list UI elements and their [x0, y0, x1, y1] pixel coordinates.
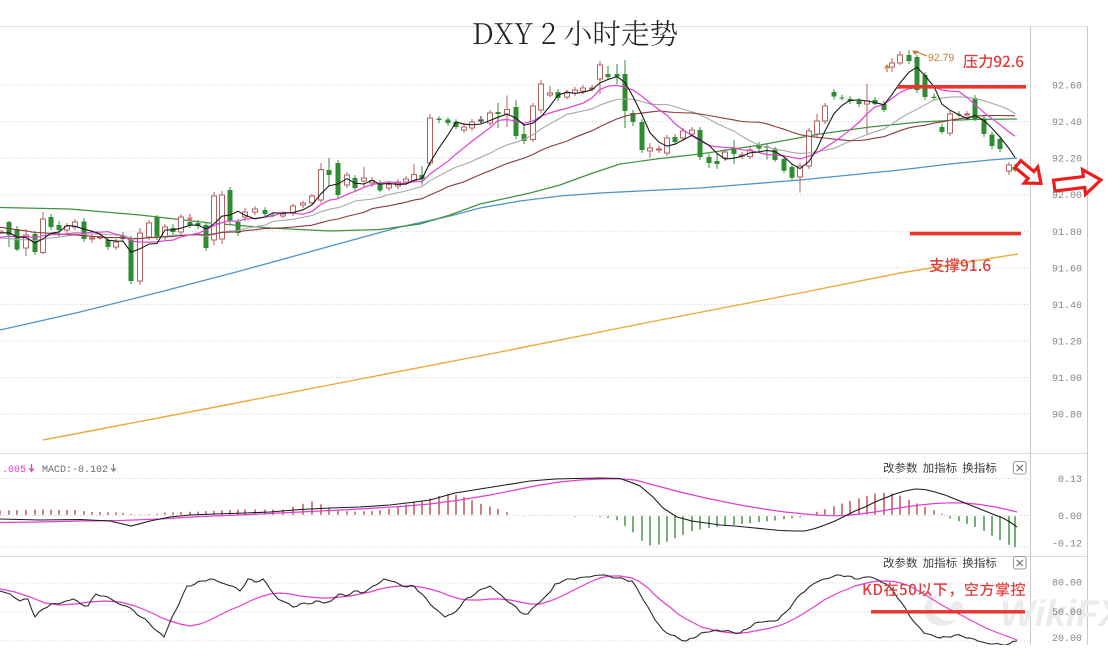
- svg-text:92.00: 92.00: [1052, 191, 1082, 202]
- svg-text:92.60: 92.60: [1052, 82, 1082, 93]
- svg-text:50.00: 50.00: [1052, 608, 1082, 619]
- svg-text:91.80: 91.80: [1052, 228, 1082, 239]
- svg-text:92.40: 92.40: [1052, 118, 1082, 129]
- svg-text:91.60: 91.60: [1052, 264, 1082, 275]
- svg-text:0.00: 0.00: [1058, 512, 1082, 523]
- svg-text:-0.12: -0.12: [1052, 540, 1082, 551]
- svg-text:0.13: 0.13: [1058, 475, 1082, 486]
- svg-text:92.20: 92.20: [1052, 155, 1082, 166]
- svg-text:.005: .005: [2, 465, 26, 476]
- svg-text:90.80: 90.80: [1052, 411, 1082, 422]
- svg-text:80.00: 80.00: [1052, 579, 1082, 590]
- svg-text:20.00: 20.00: [1052, 634, 1082, 645]
- svg-text:91.40: 91.40: [1052, 301, 1082, 312]
- svg-text:91.20: 91.20: [1052, 338, 1082, 349]
- svg-text:MACD:-0.102: MACD:-0.102: [42, 465, 108, 476]
- svg-text:91.00: 91.00: [1052, 374, 1082, 385]
